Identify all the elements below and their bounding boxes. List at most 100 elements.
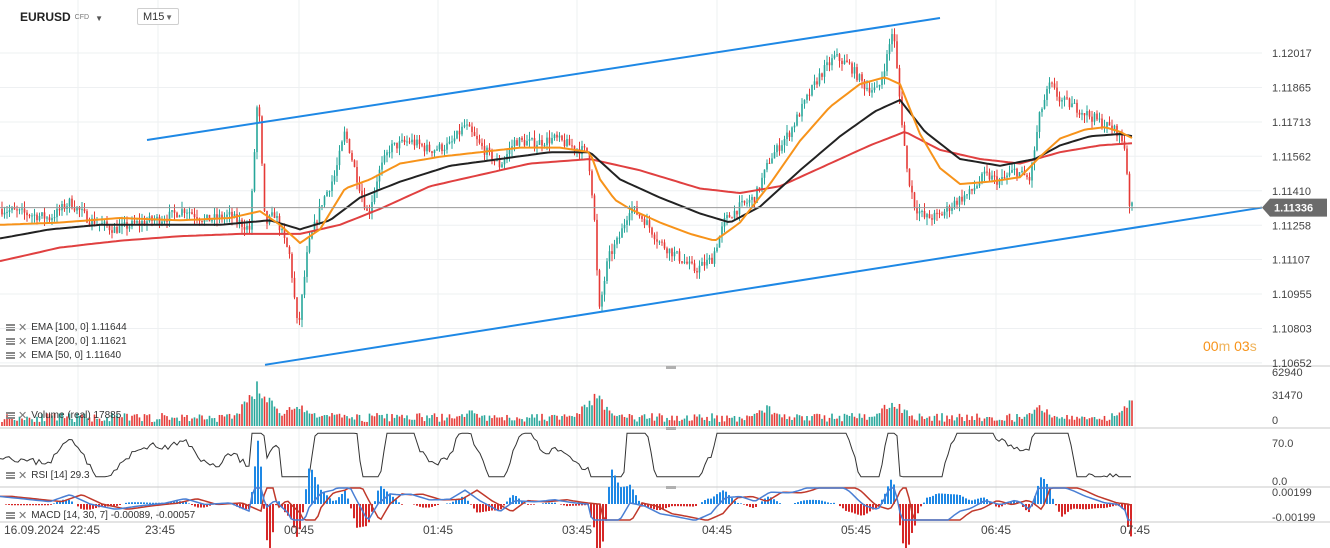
macd-histogram-bar [374, 501, 376, 504]
macd-histogram-bar [872, 504, 874, 510]
macd-histogram-bar [140, 502, 142, 504]
candle-body [773, 152, 776, 159]
volume-bar [258, 393, 261, 426]
macd-histogram-bar [1067, 504, 1069, 512]
pane-resize-handle[interactable] [666, 366, 676, 369]
volume-bar [666, 417, 668, 426]
macd-histogram-bar [524, 503, 526, 504]
volume-bar [638, 417, 641, 426]
candle-body [246, 225, 248, 230]
candle-body [426, 144, 428, 152]
candle-body [721, 226, 723, 237]
macd-histogram-bar [1043, 478, 1045, 504]
candle-body [936, 212, 938, 214]
volume-bar [971, 416, 973, 426]
volume-bar [806, 416, 808, 426]
volume-bar [61, 413, 63, 426]
volume-bar [1056, 416, 1058, 426]
macd-histogram-bar [860, 504, 862, 516]
volume-bar [1006, 415, 1008, 426]
volume-bar [573, 416, 576, 426]
close-icon[interactable]: ✕ [18, 470, 28, 482]
menu-icon[interactable] [6, 472, 15, 479]
macd-histogram-bar [416, 504, 418, 506]
candle-body [188, 212, 191, 214]
macd-histogram-bar [953, 494, 955, 504]
macd-histogram-bar [371, 504, 373, 512]
candle-body [1058, 96, 1061, 102]
candle-body [438, 144, 441, 150]
channel-upper-line[interactable] [146, 17, 941, 141]
volume-bar [163, 415, 166, 426]
close-icon[interactable]: ✕ [18, 322, 28, 334]
volume-bar [1121, 410, 1123, 426]
macd-histogram-bar [809, 499, 811, 504]
symbol-selector[interactable]: EURUSD CFD ▼ [20, 10, 103, 24]
macd-histogram-bar [995, 504, 997, 507]
volume-bar [593, 393, 596, 426]
candle-body [883, 71, 886, 78]
candle-body [536, 144, 538, 148]
volume-bar [131, 415, 133, 426]
rsi-tick-label: 70.0 [1272, 438, 1293, 450]
close-icon[interactable]: ✕ [18, 410, 28, 422]
volume-bar [553, 414, 556, 426]
volume-bar [416, 413, 418, 426]
menu-icon[interactable] [6, 338, 15, 345]
macd-histogram-bar [11, 504, 13, 506]
menu-icon[interactable] [6, 512, 15, 519]
volume-bar [901, 412, 903, 426]
candle-body [378, 169, 381, 182]
close-icon[interactable]: ✕ [18, 510, 28, 522]
macd-histogram-bar [1001, 504, 1003, 507]
menu-icon[interactable] [6, 412, 15, 419]
close-icon[interactable]: ✕ [18, 350, 28, 362]
volume-bar [908, 416, 911, 426]
candle-body [698, 265, 701, 273]
volume-bar [431, 415, 433, 426]
candle-body [243, 226, 246, 230]
macd-histogram-bar [890, 479, 892, 504]
volume-bar [46, 413, 48, 426]
menu-icon[interactable] [6, 352, 15, 359]
volume-bar [193, 417, 196, 426]
macd-histogram-bar [899, 504, 901, 526]
candle-body [273, 212, 276, 218]
candle-body [821, 73, 823, 77]
volume-bar [1003, 420, 1006, 426]
candle-body [161, 221, 163, 224]
macd-histogram-bar [311, 469, 313, 504]
volume-bar [891, 402, 893, 426]
candle-body [636, 206, 638, 215]
macd-histogram-bar [971, 500, 973, 504]
timeframe-selector[interactable]: M15 ▼ [137, 8, 179, 25]
volume-tick-label: 62940 [1272, 367, 1303, 379]
candle-body [1081, 113, 1083, 115]
volume-bar [353, 419, 356, 426]
volume-bar [926, 417, 928, 426]
volume-bar [116, 414, 118, 426]
macd-histogram-bar [683, 504, 685, 507]
volume-bar [8, 417, 11, 426]
channel-lower-line[interactable] [264, 206, 1263, 366]
volume-bar [758, 410, 761, 426]
macd-histogram-bar [863, 504, 865, 516]
volume-bar [818, 414, 821, 426]
candle-body [206, 214, 208, 219]
pane-resize-handle[interactable] [666, 427, 676, 430]
volume-bar [993, 420, 996, 426]
close-icon[interactable]: ✕ [18, 336, 28, 348]
volume-bar [886, 409, 888, 426]
candle-body [638, 214, 641, 217]
candle-body [178, 215, 181, 218]
pane-resize-handle[interactable] [666, 486, 676, 489]
candle-body [118, 226, 121, 233]
macd-histogram-bar [923, 502, 925, 504]
candle-body [911, 185, 913, 193]
menu-icon[interactable] [6, 324, 15, 331]
price-tick-label: 1.11107 [1272, 255, 1310, 267]
candle-body [1063, 97, 1066, 100]
candle-body [1018, 172, 1021, 177]
